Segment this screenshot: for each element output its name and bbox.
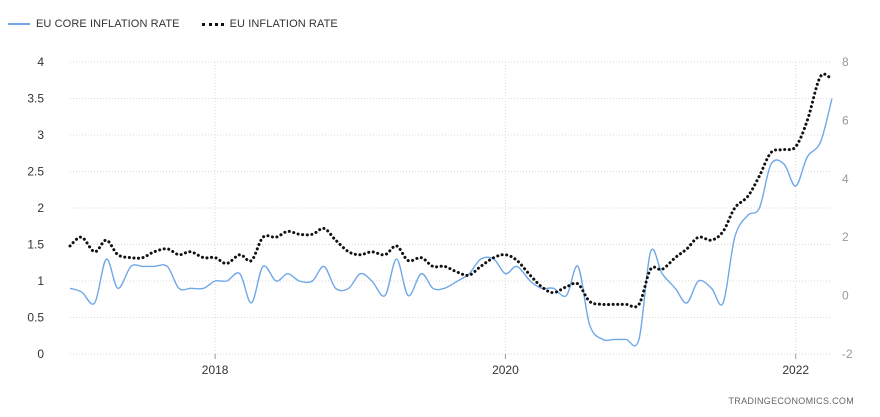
x-tick-label: 2020: [492, 363, 519, 377]
y-left-tick-label: 3: [37, 128, 44, 142]
y-left-tick-label: 4: [37, 55, 44, 69]
y-left-tick-label: 3.5: [27, 92, 44, 106]
x-tick-label: 2018: [202, 363, 229, 377]
y-right-tick-label: 0: [842, 289, 849, 303]
legend-item-core[interactable]: EU CORE INFLATION RATE: [8, 18, 180, 30]
y-right-tick-label: 4: [842, 172, 849, 186]
x-axis: 2018 2020 2022: [202, 354, 809, 377]
y-right-tick-label: -2: [842, 347, 853, 361]
y-left-tick-label: 1.5: [27, 238, 44, 252]
y-axis-left: 0 0.5 1 1.5 2 2.5 3 3.5 4: [27, 55, 44, 361]
y-left-tick-label: 2: [37, 201, 44, 215]
legend-label-core: EU CORE INFLATION RATE: [36, 18, 180, 30]
series-lines: [68, 72, 834, 347]
legend-swatch-core: [8, 23, 30, 25]
y-right-tick-label: 8: [842, 55, 849, 69]
legend-swatch-inflation: [201, 22, 224, 26]
y-right-tick-label: 2: [842, 230, 849, 244]
x-tick-label: 2022: [782, 363, 809, 377]
legend-label-inflation: EU INFLATION RATE: [229, 18, 338, 30]
y-left-tick-label: 1: [37, 274, 44, 288]
grid-lines: [70, 61, 832, 355]
watermark: TRADINGECONOMICS.COM: [728, 396, 854, 406]
y-left-tick-label: 0: [37, 347, 44, 361]
chart-legend: EU CORE INFLATION RATE EU INFLATION RATE: [8, 16, 360, 32]
y-left-tick-label: 2.5: [27, 165, 44, 179]
y-left-tick-label: 0.5: [27, 311, 44, 325]
y-axis-right: -2 0 2 4 6 8: [842, 55, 853, 361]
series-line-core-inflation: [69, 98, 833, 347]
legend-item-inflation[interactable]: EU INFLATION RATE: [201, 18, 338, 30]
series-line-inflation: [68, 72, 834, 309]
y-right-tick-label: 6: [842, 113, 849, 127]
